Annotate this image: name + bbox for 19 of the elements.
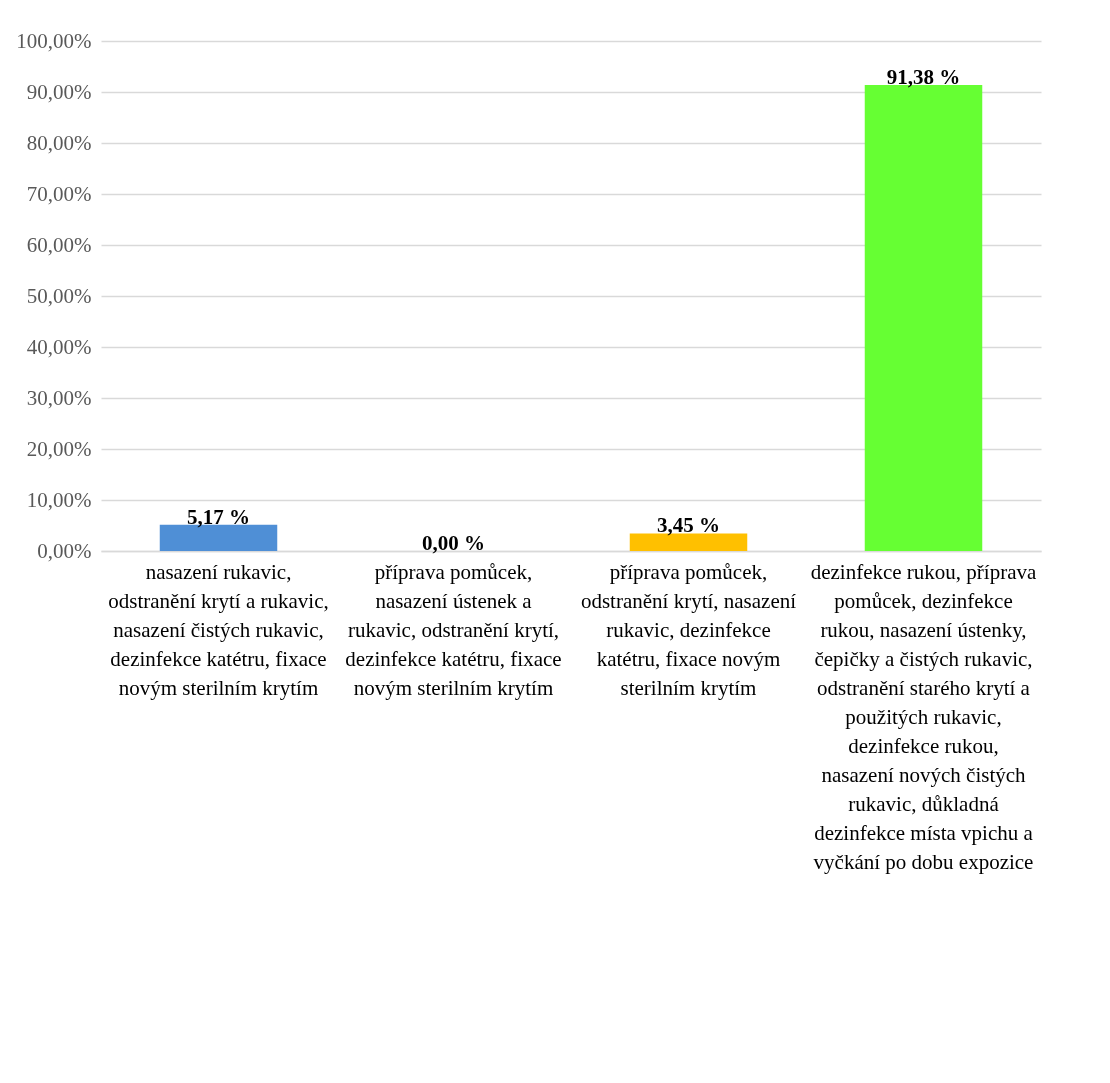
y-tick-label: 0,00% bbox=[37, 538, 92, 563]
y-tick-label: 60,00% bbox=[26, 232, 92, 257]
x-tick-label: příprava pomůcek, odstranění krytí, nasazení rukavic, dezinfekce katétru, fixace novým sterilním krytím bbox=[580, 559, 797, 700]
x-tick-label: nasazení rukavic, odstranění krytí a rukavic, nasazení čistých rukavic, dezinfekce katétru, fixace novým sterilním krytím bbox=[108, 559, 329, 700]
y-tick-label: 90,00% bbox=[26, 79, 92, 104]
y-tick-label: 30,00% bbox=[26, 385, 92, 410]
data-label: 5,17 % bbox=[187, 504, 250, 529]
y-tick-label: 40,00% bbox=[26, 334, 92, 359]
y-tick-label: 20,00% bbox=[26, 436, 92, 461]
data-label: 3,45 % bbox=[657, 513, 720, 538]
y-tick-label: 80,00% bbox=[26, 130, 92, 155]
category-label: dezinfekce rukou, příprava pomůcek, dezinfekce rukou, nasazení ústenky, čepičky a čistých rukavic, odstranění starého krytí a použitých rukavic, dezinfekce rukou, nasazení nových čistých rukavic, důkladná dezinfekce místa vpichu a vyčkání po dobu expozice bbox=[810, 559, 1037, 874]
data-label: 0,00 % bbox=[422, 531, 485, 555]
y-tick-label: 10,00% bbox=[26, 487, 92, 512]
y-tick-label: 70,00% bbox=[26, 181, 92, 206]
x-tick-label: příprava pomůcek, nasazení ústenek a rukavic, odstranění krytí, dezinfekce katétru, fixace novým sterilním krytím bbox=[345, 559, 562, 700]
data-label: 91,38 % bbox=[886, 64, 961, 89]
y-tick-label: 100,00% bbox=[16, 28, 92, 53]
y-tick-label: 50,00% bbox=[26, 283, 92, 308]
